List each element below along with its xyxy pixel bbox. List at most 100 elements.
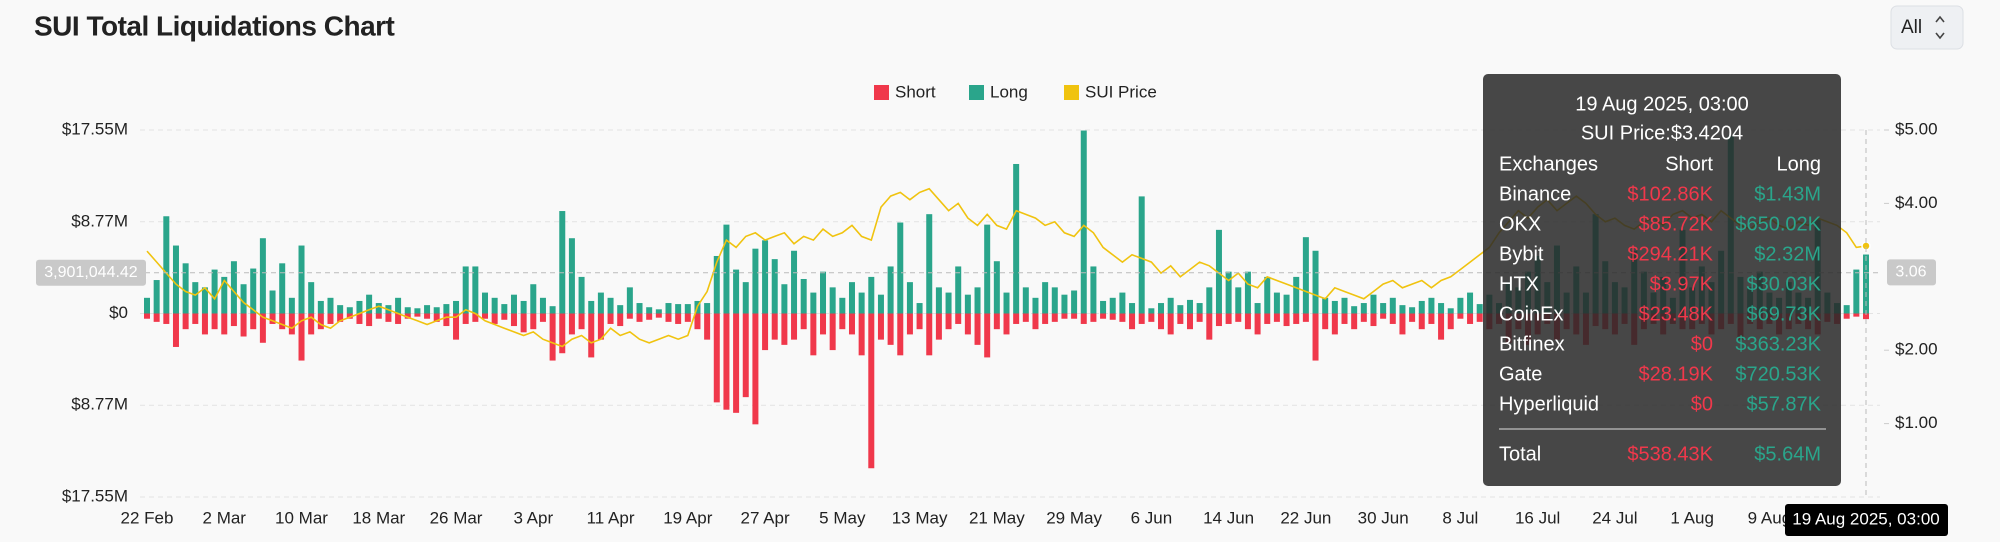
bar <box>675 304 682 314</box>
bar <box>1235 313 1242 322</box>
bar <box>433 313 440 322</box>
bar <box>655 309 662 314</box>
bar <box>182 313 189 330</box>
bar <box>1225 313 1232 324</box>
bar <box>375 313 382 319</box>
bar <box>964 294 971 314</box>
bar <box>1447 313 1454 330</box>
tooltip: 19 Aug 2025, 03:00 SUI Price:$3.4204 Excha… <box>1483 74 1841 486</box>
bar <box>607 297 614 314</box>
crosshair-y2-box <box>1887 259 1936 286</box>
bar <box>810 313 817 356</box>
legend-swatch[interactable] <box>874 85 889 100</box>
bar <box>1080 130 1087 314</box>
tooltip-cell: $23.48K <box>1638 303 1713 325</box>
bar <box>1264 276 1271 314</box>
bar <box>1312 250 1319 314</box>
bar <box>762 240 769 314</box>
bar <box>366 294 373 314</box>
range-select-label[interactable]: All <box>1901 17 1922 38</box>
x-tick-label: 9 Aug <box>1748 508 1792 527</box>
bar <box>230 313 237 327</box>
bar <box>1476 313 1483 322</box>
x-tick-label: 11 Apr <box>587 508 635 527</box>
x-tick-label: 3 Apr <box>513 508 553 527</box>
bar <box>211 269 218 314</box>
bar <box>636 303 643 314</box>
x-tick-label: 27 Apr <box>740 508 789 527</box>
bar <box>172 313 179 347</box>
bar <box>327 297 334 314</box>
legend-label[interactable]: SUI Price <box>1085 82 1157 101</box>
bar <box>453 300 460 314</box>
bar <box>935 313 942 340</box>
bar <box>1100 313 1107 319</box>
bar <box>414 313 421 317</box>
bar <box>1196 313 1203 322</box>
bar <box>955 266 962 314</box>
tooltip-price: SUI Price:$3.4204 <box>1581 122 1743 144</box>
x-tick-label: 26 Mar <box>430 508 483 527</box>
bar <box>781 313 788 345</box>
tooltip-cell: CoinEx <box>1499 303 1563 325</box>
bar <box>1042 313 1049 324</box>
bar <box>1399 305 1406 314</box>
bar <box>539 313 546 322</box>
bar <box>1438 313 1445 340</box>
bar <box>375 303 382 314</box>
legend-swatch[interactable] <box>969 85 984 100</box>
y-tick-label: $8.77M <box>71 395 128 414</box>
bar <box>482 313 489 319</box>
bar <box>279 263 286 314</box>
bar <box>443 304 450 314</box>
bar <box>1196 303 1203 314</box>
bar <box>617 305 624 314</box>
tooltip-cell: $363.23K <box>1735 333 1821 355</box>
bar <box>1467 292 1474 314</box>
bar <box>733 269 740 314</box>
bar <box>858 292 865 314</box>
bar <box>491 313 498 324</box>
tooltip-cell: $69.73K <box>1746 303 1821 325</box>
bar <box>510 294 517 314</box>
bar <box>1302 313 1309 322</box>
bar <box>820 313 827 335</box>
legend-swatch[interactable] <box>1064 85 1079 100</box>
bar <box>964 313 971 335</box>
bar <box>829 287 836 314</box>
tooltip-cell: $28.19K <box>1638 363 1713 385</box>
range-select[interactable] <box>1890 5 1964 50</box>
bar <box>404 307 411 314</box>
bar <box>1003 313 1010 335</box>
bar <box>1013 163 1020 314</box>
bar <box>646 313 653 320</box>
bar <box>887 313 894 345</box>
bar <box>945 313 952 330</box>
bar <box>1853 269 1860 314</box>
tooltip-box <box>1483 74 1841 486</box>
bar <box>800 278 807 314</box>
bar <box>211 313 218 330</box>
tooltip-cell: Hyperliquid <box>1499 393 1599 415</box>
bar <box>404 313 411 319</box>
crosshair-y-label: 3,901,044.42 <box>44 264 138 281</box>
bar <box>1380 303 1387 314</box>
bar <box>1138 196 1145 314</box>
tooltip-cell: $0 <box>1691 333 1713 355</box>
bar <box>578 276 585 314</box>
bar <box>1331 300 1338 314</box>
bar <box>1090 266 1097 314</box>
legend-label[interactable]: Short <box>895 82 936 101</box>
bar <box>153 313 160 322</box>
bar <box>539 297 546 314</box>
tooltip-cell: $102.86K <box>1627 183 1713 205</box>
legend-label[interactable]: Long <box>990 82 1028 101</box>
bar <box>617 313 624 327</box>
bar <box>1186 313 1193 330</box>
chart-title: SUI Total Liquidations Chart <box>34 10 395 41</box>
bar <box>501 313 508 320</box>
bar <box>684 304 691 314</box>
bar <box>665 313 672 322</box>
bar <box>1853 313 1860 317</box>
bar <box>1225 271 1232 314</box>
